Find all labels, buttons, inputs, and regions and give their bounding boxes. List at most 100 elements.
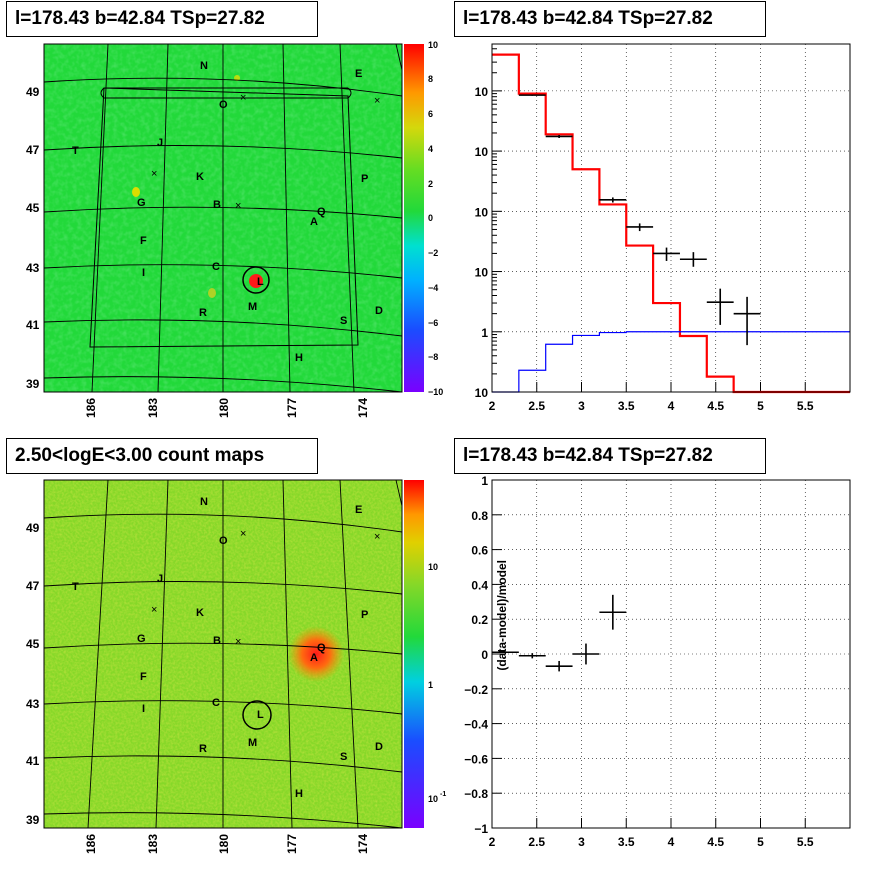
svg-text:39: 39 — [26, 813, 40, 827]
x-tick-label: 3 — [578, 835, 585, 849]
x-tick-label: 2 — [489, 399, 496, 413]
y-tick-label: 10 — [475, 85, 489, 99]
svg-text:41: 41 — [26, 318, 40, 332]
svg-text:−4: −4 — [428, 283, 438, 293]
residual-point — [572, 643, 600, 665]
x-tick-label: 3.5 — [618, 835, 635, 849]
svg-text:180: 180 — [217, 398, 231, 418]
data-point — [679, 252, 707, 267]
residual-point — [492, 651, 519, 654]
svg-text:6: 6 — [428, 109, 433, 119]
svg-text:−2: −2 — [428, 248, 438, 258]
svg-text:J: J — [157, 573, 163, 585]
count-map-panel: N E O T J K P G B Q A F C I L R M S D H … — [26, 479, 446, 854]
svg-text:183: 183 — [146, 834, 160, 854]
svg-text:R: R — [199, 307, 207, 319]
count-map-title: 2.50<logE<3.00 count maps — [6, 438, 318, 474]
svg-text:R: R — [199, 743, 207, 755]
residual-map-title: l=178.43 b=42.84 TSp=27.82 — [6, 1, 318, 37]
svg-text:174: 174 — [356, 834, 370, 854]
model-step-line — [492, 53, 850, 394]
svg-text:47: 47 — [26, 143, 40, 157]
svg-text:G: G — [137, 197, 146, 209]
svg-text:49: 49 — [26, 521, 40, 535]
x-tick-label: 3 — [578, 399, 585, 413]
svg-text:×: × — [151, 168, 157, 180]
svg-text:43: 43 — [26, 261, 40, 275]
svg-text:I: I — [142, 267, 145, 279]
y-tick-label: −0.4 — [464, 718, 488, 732]
svg-text:45: 45 — [26, 637, 40, 651]
y-tick-label: 1 — [481, 474, 488, 488]
svg-text:B: B — [213, 199, 221, 211]
spectrum-title: l=178.43 b=42.84 TSp=27.82 — [454, 1, 766, 37]
x-tick-label: 4.5 — [707, 835, 724, 849]
y-tick-label: 10 — [475, 266, 489, 280]
svg-text:−10: −10 — [428, 387, 443, 397]
x-tick-label: 4 — [668, 835, 675, 849]
x-tick-label: 5.5 — [797, 399, 814, 413]
y-tick-label: −0.2 — [464, 683, 488, 697]
svg-text:2: 2 — [428, 179, 433, 189]
y-tick-label: 0.4 — [471, 578, 488, 592]
svg-text:43: 43 — [26, 697, 40, 711]
svg-text:T: T — [72, 581, 79, 593]
svg-text:C: C — [212, 261, 220, 273]
y-tick-label: 10 — [475, 205, 489, 219]
svg-text:J: J — [157, 137, 163, 149]
data-point — [626, 223, 654, 232]
residual-point — [545, 660, 573, 672]
svg-text:A: A — [310, 216, 318, 228]
source-labels: N E O T J K P G B Q A F C I L R M S D H — [72, 60, 383, 364]
svg-text:D: D — [375, 741, 383, 753]
y-tick-label: 1 — [481, 326, 488, 340]
residual-point — [518, 653, 546, 659]
residual-plot-title: l=178.43 b=42.84 TSp=27.82 — [454, 438, 766, 474]
data-point — [518, 94, 546, 96]
x-tick-label: 4 — [668, 399, 675, 413]
svg-text:180: 180 — [217, 834, 231, 854]
y-tick-label: 0.6 — [471, 544, 488, 558]
svg-text:177: 177 — [285, 398, 299, 418]
svg-text:E: E — [355, 68, 362, 80]
svg-text:183: 183 — [146, 398, 160, 418]
model-step-line — [492, 331, 850, 393]
x-tick-label: 2.5 — [528, 835, 545, 849]
residual-plot: 2 2.5 3 3.5 4 4.5 5 5.5 1 0.8 0.6 0.4 0.2 0 −0.2 −0.4 −0… — [464, 474, 851, 849]
svg-text:10: 10 — [428, 794, 438, 804]
svg-text:10: 10 — [428, 40, 438, 50]
svg-text:×: × — [151, 604, 157, 616]
svg-text:45: 45 — [26, 201, 40, 215]
svg-text:Q: Q — [317, 206, 326, 218]
svg-text:G: G — [137, 633, 146, 645]
svg-text:186: 186 — [84, 834, 98, 854]
data-point — [733, 296, 761, 346]
svg-text:×: × — [235, 636, 241, 648]
svg-text:Q: Q — [317, 642, 326, 654]
svg-text:O: O — [219, 535, 228, 547]
svg-text:H: H — [295, 788, 303, 800]
svg-text:×: × — [374, 531, 380, 543]
svg-text:K: K — [196, 171, 204, 183]
y-tick-label: −0.8 — [464, 787, 488, 801]
svg-text:T: T — [72, 145, 79, 157]
svg-text:S: S — [340, 751, 347, 763]
y-tick-label: 0 — [481, 648, 488, 662]
svg-text:-1: -1 — [440, 791, 446, 798]
svg-text:H: H — [295, 352, 303, 364]
data-point — [653, 247, 680, 261]
spectrum-plot: 22.533.544.555.510-1110102103104 — [475, 43, 851, 413]
x-tick-label: 5 — [757, 835, 764, 849]
y-tick-label: 10 — [475, 145, 489, 159]
residual-point — [599, 594, 627, 630]
x-tick-label: 5 — [757, 399, 764, 413]
svg-text:10: 10 — [428, 562, 438, 572]
svg-text:F: F — [140, 671, 147, 683]
svg-text:0: 0 — [428, 213, 433, 223]
x-tick-label: 5.5 — [797, 835, 814, 849]
y-axis-label: (data-model)/model — [495, 560, 509, 671]
svg-text:N: N — [200, 60, 208, 72]
svg-text:F: F — [140, 235, 147, 247]
svg-text:E: E — [355, 504, 362, 516]
svg-text:×: × — [240, 92, 246, 104]
